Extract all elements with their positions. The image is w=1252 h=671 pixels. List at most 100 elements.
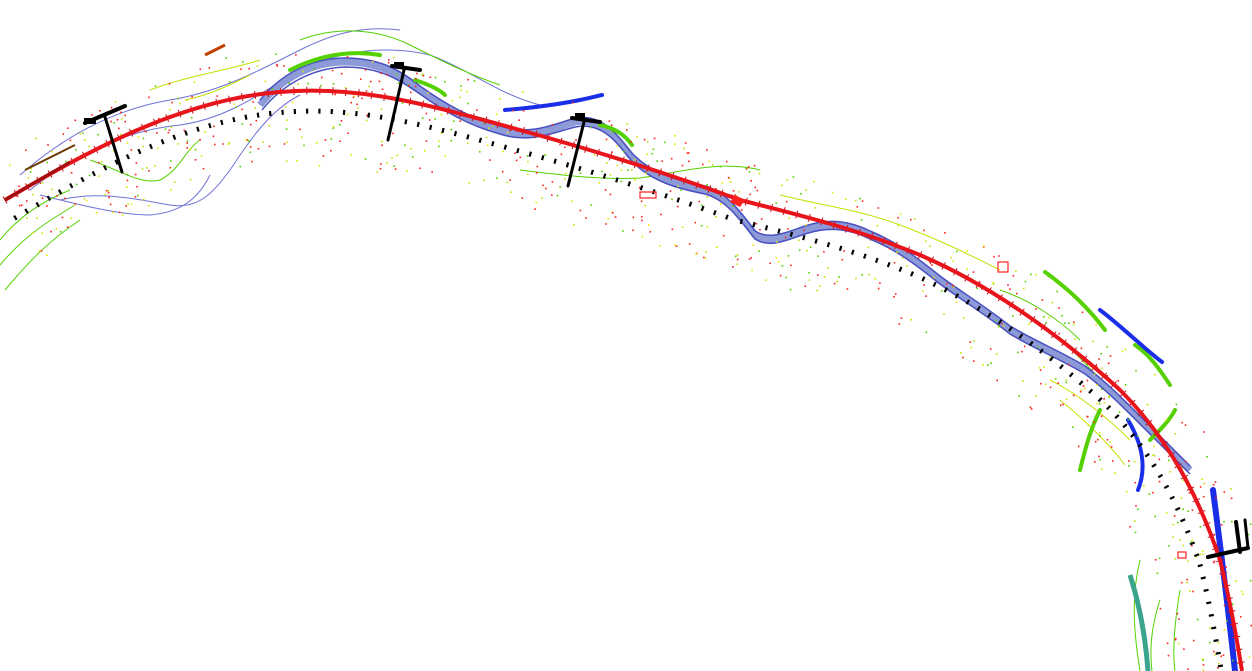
terrain-point: [1158, 458, 1161, 461]
terrain-point: [1213, 560, 1216, 563]
terrain-point: [1049, 386, 1052, 389]
terrain-point: [169, 108, 171, 111]
terrain-point: [776, 241, 778, 243]
terrain-point: [1218, 662, 1220, 665]
terrain-point: [1214, 481, 1217, 483]
terrain-point: [130, 149, 133, 151]
terrain-point: [896, 251, 898, 253]
terrain-point: [779, 274, 782, 277]
terrain-point: [611, 151, 613, 153]
terrain-point: [142, 137, 145, 140]
terrain-point: [572, 101, 574, 104]
terrain-point: [649, 231, 652, 233]
chainage-tick: [1157, 473, 1164, 479]
terrain-point: [70, 172, 73, 174]
terrain-point: [1098, 358, 1100, 360]
chainage-tick: [160, 139, 165, 145]
terrain-point: [1106, 374, 1109, 377]
terrain-point: [83, 198, 86, 200]
terrain-point: [841, 258, 844, 261]
chainage-tick: [1088, 388, 1094, 394]
terrain-point: [154, 165, 156, 167]
chainage-tick: [172, 134, 177, 141]
terrain-point: [495, 113, 498, 116]
chainage-tick: [57, 189, 63, 195]
terrain-point: [510, 129, 512, 131]
terrain-point: [970, 346, 973, 349]
terrain-point: [676, 205, 679, 208]
terrain-point: [634, 177, 637, 180]
terrain-point: [303, 144, 305, 147]
terrain-point: [1154, 515, 1156, 518]
terrain-point: [1101, 367, 1103, 369]
chainage-tick: [1174, 506, 1181, 512]
water-feature-3: [1126, 418, 1145, 492]
terrain-point: [1199, 553, 1201, 556]
terrain-point: [998, 325, 1000, 327]
terrain-point: [378, 80, 381, 83]
terrain-point: [1249, 523, 1252, 526]
terrain-point: [502, 150, 504, 153]
chainage-tick: [1018, 333, 1024, 339]
terrain-point: [700, 224, 703, 227]
chainage-tick: [676, 197, 681, 203]
terrain-point: [154, 85, 157, 87]
terrain-point: [510, 191, 512, 193]
terrain-point: [758, 250, 760, 252]
terrain-point: [1086, 363, 1089, 365]
terrain-point: [112, 149, 115, 152]
chainage-tick: [1130, 432, 1136, 438]
terrain-point: [645, 172, 647, 174]
terrain-point: [609, 193, 612, 196]
terrain-point: [620, 169, 623, 171]
terrain-point: [485, 136, 488, 139]
terrain-point: [715, 246, 718, 248]
terrain-point: [656, 160, 658, 162]
section-marker-4: [1206, 518, 1250, 559]
terrain-point: [512, 109, 514, 112]
terrain-point: [1172, 523, 1175, 526]
chainage-tick: [46, 195, 52, 201]
terrain-point: [21, 204, 23, 207]
terrain-point: [29, 171, 32, 173]
chainage-tick: [1189, 541, 1196, 546]
terrain-point: [74, 203, 76, 205]
terrain-point: [1086, 415, 1088, 418]
chainage-tick: [478, 137, 483, 143]
terrain-point: [929, 245, 931, 248]
terrain-point: [431, 171, 433, 173]
terrain-point: [607, 218, 609, 220]
terrain-point: [506, 131, 509, 134]
terrain-point: [1100, 388, 1103, 390]
terrain-point: [369, 80, 372, 83]
chainage-tick: [954, 293, 960, 299]
terrain-point: [826, 267, 829, 270]
terrain-point: [365, 119, 368, 122]
terrain-point: [792, 176, 795, 178]
terrain-point: [859, 197, 861, 200]
terrain-point: [785, 200, 788, 203]
terrain-point: [124, 114, 126, 117]
terrain-point: [1143, 485, 1145, 487]
terrain-point: [630, 140, 632, 143]
terrain-point: [990, 362, 992, 364]
terrain-point: [425, 112, 428, 115]
terrain-point: [515, 159, 518, 162]
terrain-point: [998, 255, 1000, 257]
terrain-point: [867, 246, 870, 249]
terrain-point: [66, 127, 69, 129]
terrain-point: [925, 331, 928, 334]
terrain-point: [459, 120, 462, 122]
terrain-point: [700, 204, 703, 207]
terrain-point: [585, 217, 587, 219]
terrain-point: [1100, 352, 1102, 355]
terrain-point: [194, 149, 197, 151]
terrain-point: [130, 203, 133, 206]
terrain-point: [69, 139, 72, 142]
terrain-point: [193, 81, 196, 83]
terrain-point: [1181, 467, 1183, 470]
terrain-point: [1124, 384, 1127, 386]
terrain-point: [18, 204, 21, 207]
